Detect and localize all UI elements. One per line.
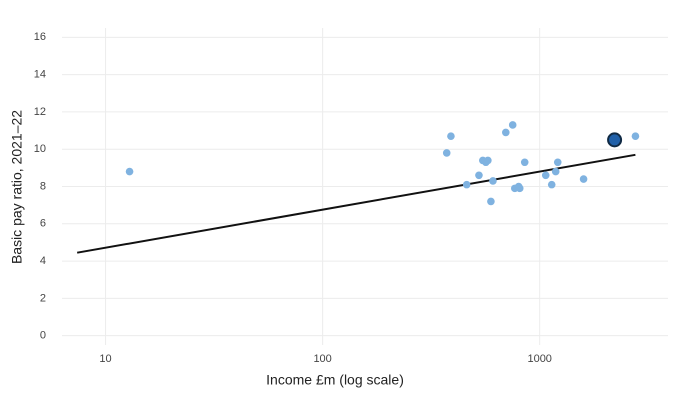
point bbox=[508, 121, 517, 129]
y-tick-label: 10 bbox=[34, 143, 46, 155]
y-tick-label: 16 bbox=[34, 31, 46, 43]
x-axis-title: Income £m (log scale) bbox=[266, 372, 404, 388]
y-tick-label: 6 bbox=[40, 218, 46, 230]
x-tick-label: 1000 bbox=[527, 353, 551, 365]
point bbox=[631, 132, 640, 140]
y-tick-label: 8 bbox=[40, 180, 46, 192]
x-tick-label: 100 bbox=[313, 353, 331, 365]
point bbox=[489, 177, 497, 185]
point bbox=[487, 197, 495, 206]
point bbox=[447, 132, 455, 140]
point bbox=[520, 158, 529, 167]
point bbox=[502, 128, 510, 137]
y-tick-label: 14 bbox=[34, 69, 46, 81]
point bbox=[515, 184, 524, 193]
y-tick-label: 12 bbox=[34, 106, 46, 118]
highlight-point bbox=[607, 132, 623, 148]
point bbox=[442, 149, 451, 157]
point bbox=[551, 167, 560, 176]
point bbox=[125, 167, 134, 176]
trend-line bbox=[76, 153, 636, 254]
point bbox=[541, 171, 550, 180]
y-tick-label: 0 bbox=[40, 330, 46, 342]
y-tick-label: 4 bbox=[40, 255, 46, 267]
point bbox=[547, 180, 556, 189]
point bbox=[484, 156, 492, 165]
y-tick-label: 2 bbox=[40, 292, 46, 304]
point bbox=[579, 175, 588, 183]
x-tick-label: 10 bbox=[99, 353, 111, 365]
point bbox=[553, 158, 562, 167]
point bbox=[475, 171, 483, 180]
y-axis-title: Basic pay ratio, 2021–22 bbox=[9, 110, 25, 264]
point bbox=[462, 180, 471, 189]
